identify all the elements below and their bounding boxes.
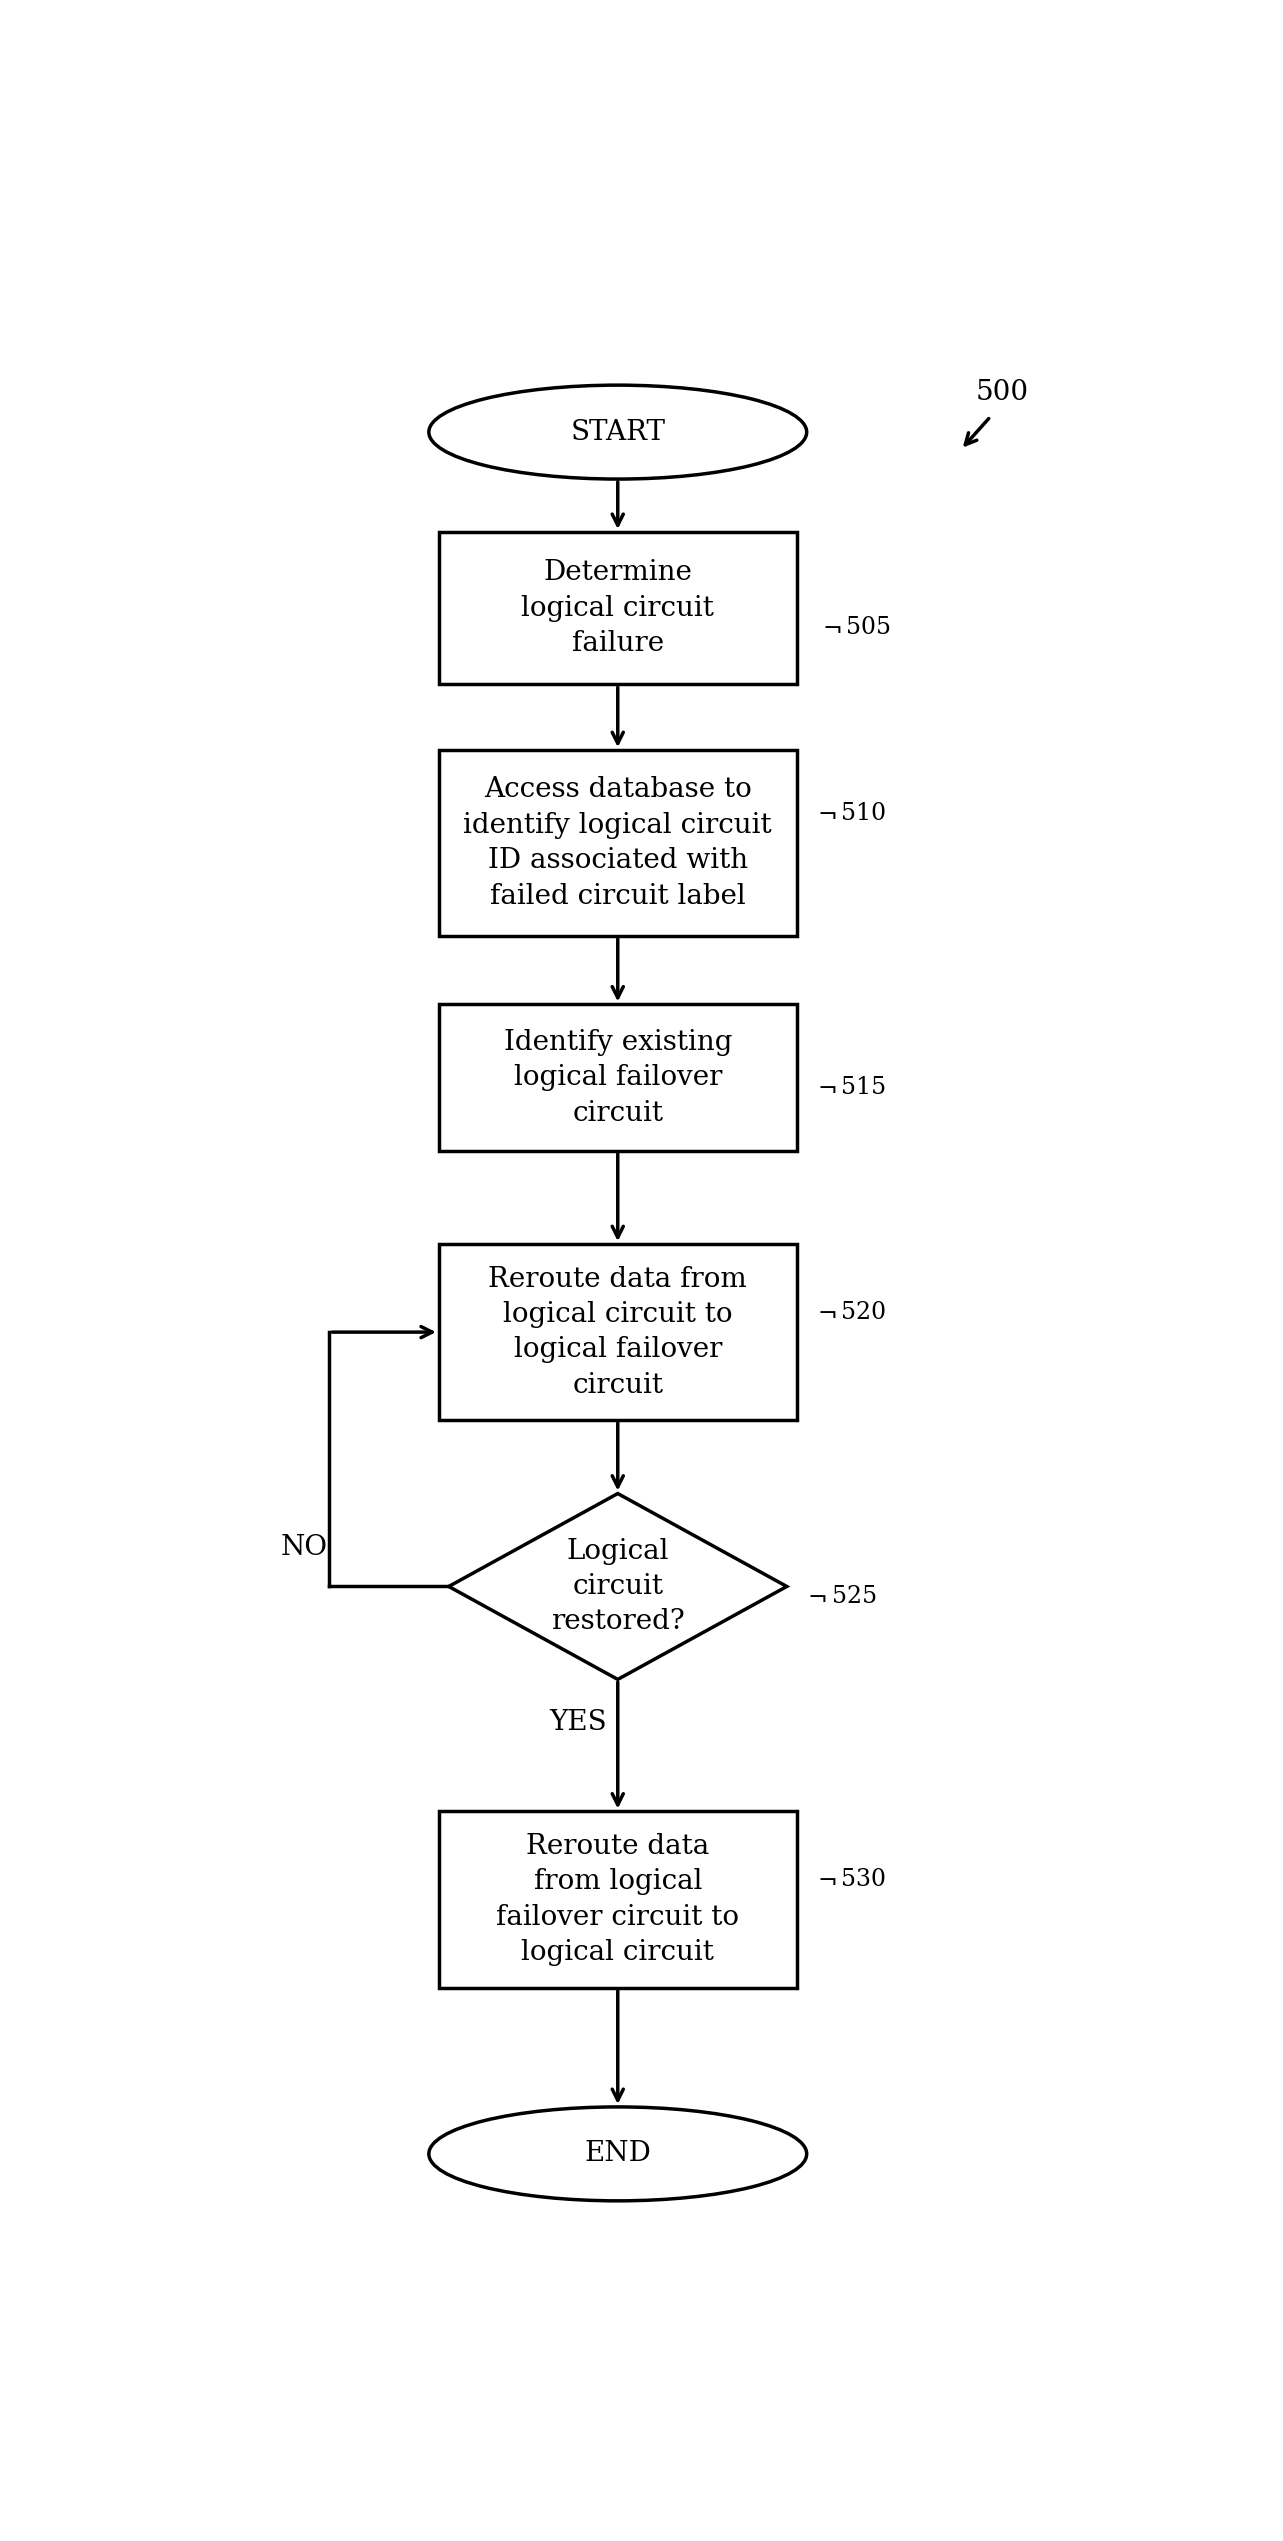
Bar [439, 1812, 797, 1987]
Text: 500: 500 [975, 379, 1029, 407]
Bar [439, 750, 797, 935]
Text: YES: YES [549, 1708, 607, 1736]
Bar [439, 531, 797, 684]
Text: Identify existing
logical failover
circuit: Identify existing logical failover circu… [503, 1029, 733, 1126]
Text: END: END [584, 2140, 652, 2167]
Text: $\neg$: $\neg$ [817, 803, 837, 826]
Text: NO: NO [281, 1535, 328, 1560]
Text: Reroute data from
logical circuit to
logical failover
circuit: Reroute data from logical circuit to log… [489, 1265, 747, 1398]
Text: $\neg$: $\neg$ [817, 1301, 837, 1324]
Polygon shape [449, 1494, 786, 1680]
Ellipse shape [429, 386, 807, 480]
Text: Reroute data
from logical
failover circuit to
logical circuit: Reroute data from logical failover circu… [497, 1832, 739, 1967]
Text: 505: 505 [847, 617, 892, 640]
Bar [439, 1004, 797, 1151]
Text: $\neg$: $\neg$ [817, 1868, 837, 1891]
Text: Access database to
identify logical circuit
ID associated with
failed circuit la: Access database to identify logical circ… [463, 778, 772, 910]
Text: 520: 520 [842, 1301, 887, 1324]
Text: START: START [570, 419, 666, 445]
Ellipse shape [429, 2106, 807, 2201]
Text: 530: 530 [842, 1868, 887, 1891]
Text: 510: 510 [842, 803, 887, 826]
Text: $\neg$: $\neg$ [817, 1075, 837, 1100]
Text: 515: 515 [842, 1075, 887, 1100]
Text: Determine
logical circuit
failure: Determine logical circuit failure [521, 559, 715, 658]
Text: Logical
circuit
restored?: Logical circuit restored? [550, 1537, 685, 1636]
Text: 525: 525 [831, 1586, 876, 1608]
Bar [439, 1245, 797, 1420]
Text: $\neg$: $\neg$ [807, 1586, 826, 1608]
Text: $\neg$: $\neg$ [821, 617, 840, 640]
